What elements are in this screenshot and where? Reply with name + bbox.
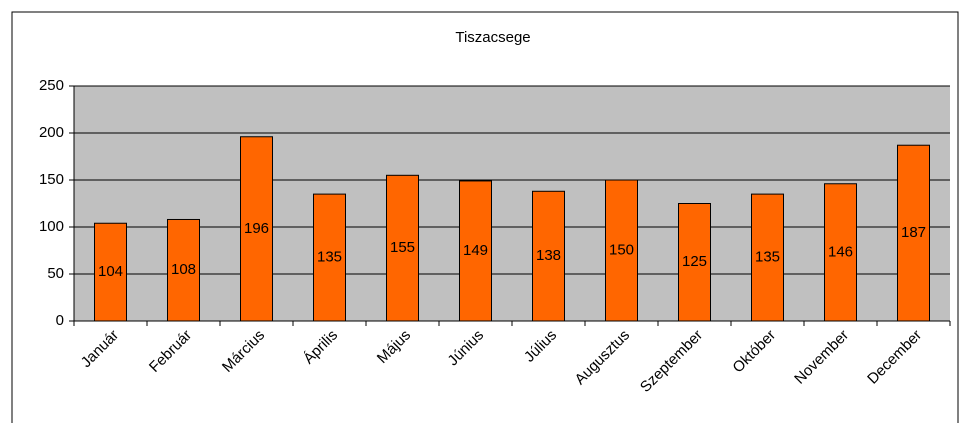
bar: [605, 179, 638, 322]
y-tick-label: 100: [39, 218, 64, 235]
x-tick-label: Március: [219, 327, 268, 376]
data-label: 135: [317, 249, 342, 266]
bar: [532, 190, 565, 322]
data-label: 125: [682, 253, 707, 270]
x-tick-label: Június: [444, 327, 487, 370]
x-tick-label: Február: [146, 327, 195, 376]
chart-frame: [11, 11, 959, 423]
x-tick-label: Május: [374, 327, 414, 367]
x-tick-label: Július: [521, 327, 560, 366]
y-tick-label: 200: [39, 124, 64, 141]
data-label: 138: [536, 247, 561, 264]
y-tick-label: 150: [39, 171, 64, 188]
bar: [94, 222, 127, 322]
data-label: 149: [463, 242, 488, 259]
data-label: 108: [171, 261, 196, 278]
data-label: 104: [98, 263, 123, 280]
bar: [386, 174, 419, 322]
plot-area: [74, 86, 950, 321]
x-tick-label: Április: [300, 327, 341, 368]
bar: [459, 180, 492, 322]
x-tick-label: Január: [78, 327, 122, 371]
bar: [678, 203, 711, 322]
x-tick-label: Augusztus: [572, 327, 634, 389]
chart-title: Tiszacsege: [455, 29, 530, 46]
data-label: 146: [828, 243, 853, 260]
data-label: 196: [244, 220, 269, 237]
bar: [167, 218, 200, 322]
y-tick-label: 50: [47, 265, 64, 282]
data-label: 155: [390, 239, 415, 256]
x-tick-label: Október: [729, 327, 779, 377]
y-tick-label: 0: [56, 312, 64, 329]
x-tick-label: Szeptember: [637, 327, 706, 396]
y-tick-label: 250: [39, 77, 64, 94]
x-tick-label: November: [791, 327, 852, 388]
bar: [897, 144, 930, 322]
data-label: 187: [901, 224, 926, 241]
data-label: 135: [755, 249, 780, 266]
data-label: 150: [609, 241, 634, 258]
x-tick-label: December: [864, 327, 925, 388]
bar: [313, 193, 346, 322]
bar: [240, 136, 273, 322]
